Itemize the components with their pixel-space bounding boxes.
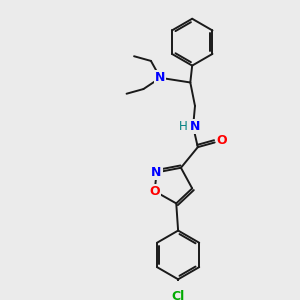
- Text: N: N: [190, 120, 200, 133]
- Text: O: O: [217, 134, 227, 147]
- Text: N: N: [152, 166, 162, 179]
- Text: N: N: [155, 71, 166, 84]
- Text: O: O: [149, 185, 160, 198]
- Text: Cl: Cl: [172, 290, 185, 300]
- Text: H: H: [179, 120, 188, 133]
